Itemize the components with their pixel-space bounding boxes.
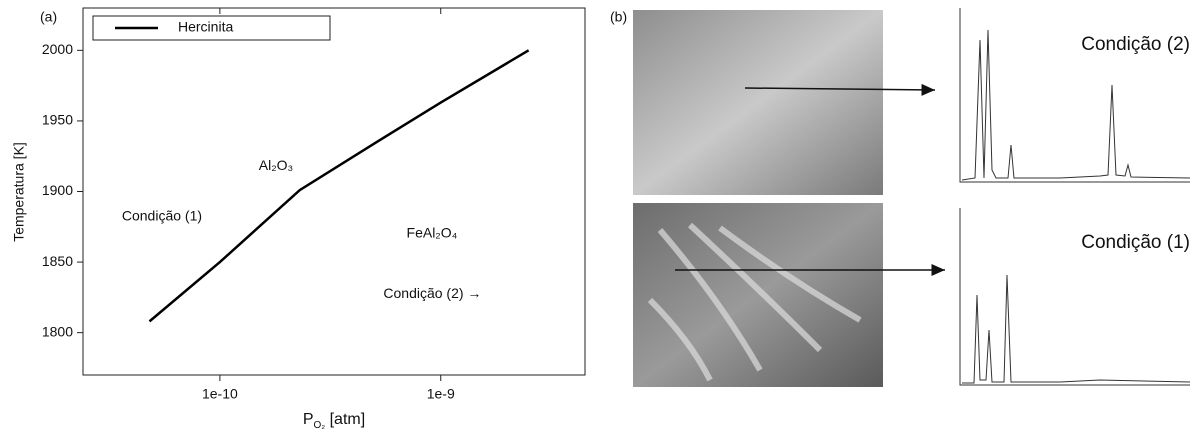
y-tick-label: 1850 xyxy=(42,253,73,269)
x-tick-label: 1e-10 xyxy=(202,386,238,402)
x-axis-label: PO₂ [atm] xyxy=(303,411,365,430)
x-label-part: [atm] xyxy=(325,411,365,428)
line-series xyxy=(149,50,528,321)
legend-label: Hercinita xyxy=(178,19,233,35)
y-tick-label: 2000 xyxy=(42,41,73,57)
plot-frame xyxy=(83,8,585,375)
annotation: Al₂O₃ xyxy=(259,157,293,173)
spectrum-label: Condição (2) xyxy=(1081,34,1190,55)
x-label-part: P xyxy=(303,411,314,428)
sem-image xyxy=(633,203,883,387)
annotation: FeAl₂O₄ xyxy=(407,225,458,241)
sem-image xyxy=(633,10,883,195)
eds-spectrum xyxy=(960,8,1190,385)
y-tick-label: 1900 xyxy=(42,182,73,198)
y-tick-label: 1950 xyxy=(42,112,73,128)
annotation: Condição (2) → xyxy=(383,285,481,301)
x-label-part: O₂ xyxy=(313,420,325,431)
panel-label: (b) xyxy=(610,9,627,25)
spectrum-label: Condição (1) xyxy=(1081,232,1190,253)
figure: (a) Temperatura [K] PO₂ [atm] (b) Condiç… xyxy=(0,0,1195,432)
annotation: Condição (1) xyxy=(122,208,202,224)
y-axis-label: Temperatura [K] xyxy=(11,142,27,242)
y-tick-label: 1800 xyxy=(42,323,73,339)
panel-label: (a) xyxy=(40,9,57,25)
x-tick-label: 1e-9 xyxy=(427,386,455,402)
